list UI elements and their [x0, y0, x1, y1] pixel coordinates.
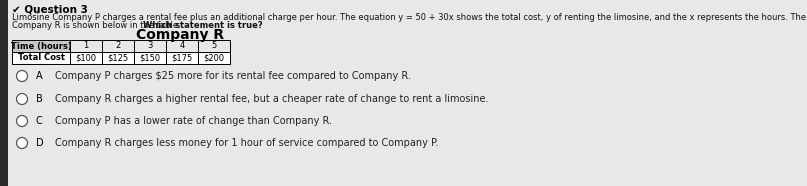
- Text: ✔ Question 3: ✔ Question 3: [12, 4, 88, 14]
- Bar: [198, 40, 230, 52]
- Text: B: B: [36, 94, 43, 104]
- Text: A: A: [36, 71, 43, 81]
- Text: Company R is shown below in the table.: Company R is shown below in the table.: [12, 21, 183, 30]
- Text: Which statement is true?: Which statement is true?: [143, 21, 262, 30]
- Bar: [102, 40, 134, 52]
- Text: C: C: [36, 116, 43, 126]
- Text: D: D: [36, 138, 44, 148]
- Bar: [166, 52, 198, 64]
- Bar: [102, 52, 134, 64]
- Text: Company P charges $25 more for its rental fee compared to Company R.: Company P charges $25 more for its renta…: [55, 71, 411, 81]
- Text: 4: 4: [179, 41, 185, 51]
- Text: Company R: Company R: [136, 28, 224, 42]
- Bar: [70, 40, 102, 52]
- Text: 1: 1: [83, 41, 89, 51]
- Bar: [70, 52, 102, 64]
- Text: $100: $100: [75, 54, 97, 62]
- Text: 3: 3: [148, 41, 153, 51]
- Text: $175: $175: [171, 54, 193, 62]
- Bar: [166, 40, 198, 52]
- Text: $125: $125: [107, 54, 128, 62]
- Text: Time (hours): Time (hours): [10, 41, 71, 51]
- Circle shape: [16, 137, 27, 148]
- Bar: [12, 52, 70, 64]
- Bar: [198, 52, 230, 64]
- Circle shape: [16, 94, 27, 105]
- Circle shape: [16, 116, 27, 126]
- Bar: [12, 40, 70, 52]
- Text: Company R charges less money for 1 hour of service compared to Company P.: Company R charges less money for 1 hour …: [55, 138, 438, 148]
- Bar: [134, 40, 166, 52]
- Text: $200: $200: [203, 54, 224, 62]
- Text: Total Cost: Total Cost: [18, 54, 65, 62]
- Text: 2: 2: [115, 41, 120, 51]
- Circle shape: [16, 70, 27, 81]
- Text: $150: $150: [140, 54, 161, 62]
- Bar: [134, 52, 166, 64]
- Bar: [0, 0, 8, 186]
- Text: 5: 5: [211, 41, 216, 51]
- Text: Company R charges a higher rental fee, but a cheaper rate of change to rent a li: Company R charges a higher rental fee, b…: [55, 94, 488, 104]
- Text: Limosine Company P charges a rental fee plus an additional charge per hour. The : Limosine Company P charges a rental fee …: [12, 13, 807, 22]
- Text: Company P has a lower rate of change than Company R.: Company P has a lower rate of change tha…: [55, 116, 332, 126]
